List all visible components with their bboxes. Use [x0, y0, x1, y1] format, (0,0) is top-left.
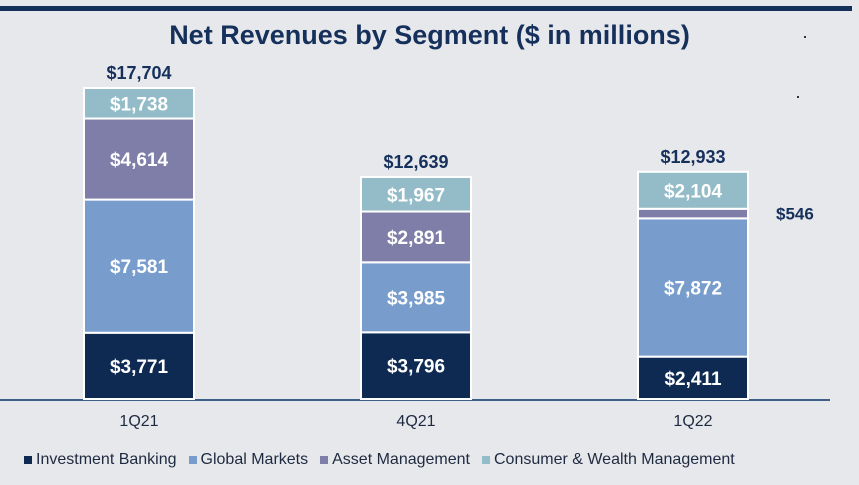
data-label: $2,104 — [664, 181, 723, 202]
bar-segment — [637, 170, 749, 210]
bar-segment — [637, 355, 749, 400]
legend-item: Investment Banking — [24, 451, 177, 469]
x-tick-label: 4Q21 — [396, 413, 435, 430]
legend-label: Asset Management — [332, 451, 470, 468]
data-label: $2,891 — [387, 228, 446, 249]
bar-segment — [83, 87, 195, 120]
bar-segment — [83, 331, 195, 401]
legend-swatch — [320, 456, 329, 464]
legend-item: Consumer & Wealth Management — [481, 451, 735, 469]
total-label: $12,639 — [383, 152, 448, 172]
stacked-bar-chart: $3,771 $7,581 $4,614 $1,738 $17,704 1Q21 $3,79… — [0, 63, 830, 430]
data-label: $546 — [776, 205, 814, 224]
data-label: $3,796 — [387, 357, 445, 378]
data-label: $2,411 — [664, 369, 721, 390]
bar-segment — [637, 207, 749, 220]
data-label: $1,967 — [387, 185, 445, 206]
data-label: $7,872 — [664, 279, 722, 300]
data-label: $4,614 — [110, 150, 169, 171]
legend-swatch — [481, 456, 490, 464]
total-label: $17,704 — [106, 63, 171, 83]
legend-item: Asset Management — [320, 451, 470, 469]
bar-segment — [83, 198, 195, 334]
chart-title: Net Revenues by Segment ($ in millions) — [169, 20, 690, 50]
decorative-dot — [797, 96, 799, 98]
legend-label: Global Markets — [200, 451, 309, 468]
legend-label: Consumer & Wealth Management — [493, 451, 735, 468]
top-rule — [0, 6, 852, 11]
legend: Investment Banking Global Markets Asset Ma… — [24, 451, 844, 469]
decorative-dot — [804, 36, 806, 38]
legend-label: Investment Banking — [36, 451, 177, 468]
data-label: $3,985 — [387, 288, 446, 309]
legend-swatch — [188, 456, 197, 464]
x-tick-label: 1Q21 — [119, 413, 158, 430]
bar-segment — [637, 217, 749, 358]
data-label: $1,738 — [110, 94, 168, 115]
data-label: $3,771 — [110, 357, 169, 378]
data-label: $7,581 — [110, 257, 169, 278]
legend-swatch — [24, 456, 32, 464]
x-tick-label: 1Q22 — [673, 413, 712, 430]
bar-segment — [360, 175, 472, 213]
total-label: $12,933 — [660, 147, 725, 167]
legend-item: Global Markets — [188, 451, 309, 469]
